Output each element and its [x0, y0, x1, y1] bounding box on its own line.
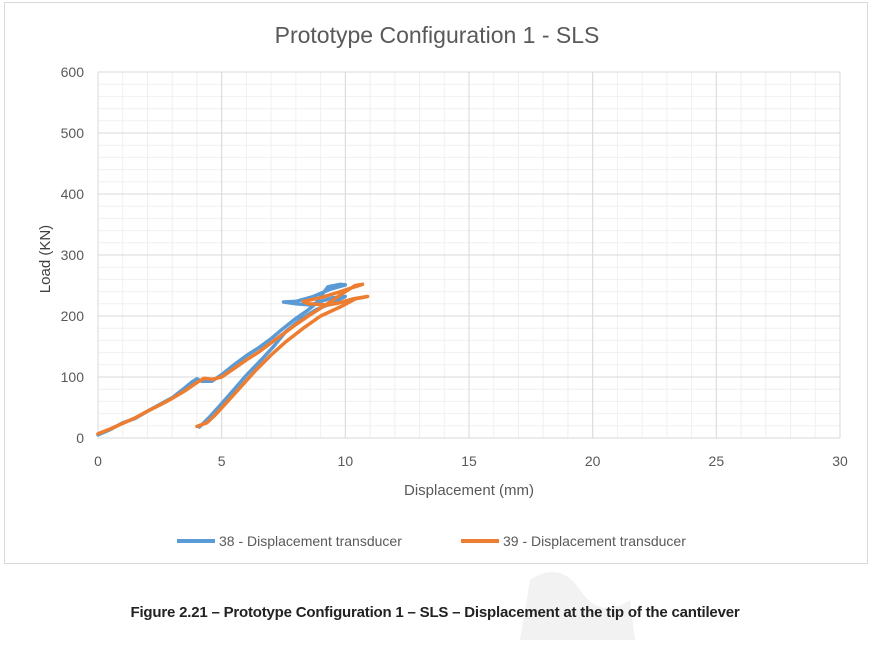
chart-frame: Prototype Configuration 1 - SLS 0 100 200 3…: [4, 2, 868, 564]
legend-label-1: 38 - Displacement transducer: [219, 533, 402, 549]
y-axis-label: Load (KN): [37, 225, 54, 293]
x-tick-label: 0: [94, 453, 102, 469]
legend: 38 - Displacement transducer 39 - Displac…: [177, 533, 686, 549]
y-tick-label: 300: [61, 247, 85, 263]
y-tick-label: 600: [61, 64, 85, 80]
chart-svg: Prototype Configuration 1 - SLS 01002003…: [37, 22, 848, 549]
legend-label-2: 39 - Displacement transducer: [503, 533, 686, 549]
y-tick-labels: 0 100 200 300 400 500 600: [61, 64, 85, 446]
series-line-2: [96, 282, 370, 436]
x-axis-label: Displacement (mm): [404, 482, 534, 499]
x-tick-label: 30: [832, 453, 848, 469]
x-tick-label: 20: [585, 453, 601, 469]
watermark-shape: [520, 572, 635, 640]
series-line-1: [96, 282, 348, 437]
y-tick-label: 500: [61, 125, 85, 141]
grid: [97, 71, 841, 439]
y-tick-label: 400: [61, 186, 85, 202]
chart-title: Prototype Configuration 1 - SLS: [275, 22, 600, 48]
y-tick-label: 0: [76, 430, 84, 446]
x-tick-label: 15: [461, 453, 477, 469]
series-group: [96, 282, 370, 437]
x-tick-label: 10: [338, 453, 354, 469]
figure-caption: Figure 2.21 – Prototype Configuration 1 …: [130, 604, 740, 621]
x-tick-labels: 0 5 10 15 20 25 30: [94, 453, 848, 469]
y-tick-label: 200: [61, 308, 85, 324]
x-tick-label: 5: [218, 453, 226, 469]
y-tick-label: 100: [61, 369, 85, 385]
x-tick-label: 25: [709, 453, 725, 469]
